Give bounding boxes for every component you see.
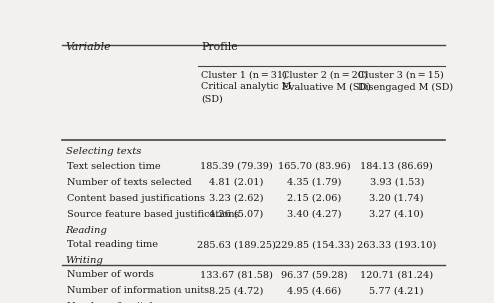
Text: Content based justifications: Content based justifications [68,194,206,203]
Text: Number of texts selected: Number of texts selected [68,178,192,187]
Text: 96.37 (59.28): 96.37 (59.28) [281,271,348,279]
Text: 4.35 (1.79): 4.35 (1.79) [287,178,342,187]
Text: 285.63 (189.25): 285.63 (189.25) [197,240,275,249]
Text: Writing: Writing [66,256,103,265]
Text: Total reading time: Total reading time [68,240,159,249]
Text: 120.71 (81.24): 120.71 (81.24) [360,271,433,279]
Text: 3.27 (4.10): 3.27 (4.10) [370,210,424,218]
Text: Number of switches: Number of switches [68,302,167,303]
Text: 8.25 (4.72): 8.25 (4.72) [209,286,263,295]
Text: 3.23 (2.62): 3.23 (2.62) [208,194,263,203]
Text: Cluster 3 (n = 15)
Disengaged M (SD): Cluster 3 (n = 15) Disengaged M (SD) [359,70,453,92]
Text: 4.81 (2.01): 4.81 (2.01) [209,178,263,187]
Text: Cluster 1 (n = 31)
Critical analytic M
(SD): Cluster 1 (n = 31) Critical analytic M (… [202,70,292,104]
Text: Reading: Reading [66,225,108,235]
Text: 185.39 (79.39): 185.39 (79.39) [200,161,272,171]
Text: Number of words: Number of words [68,271,154,279]
Text: 4.95 (4.66): 4.95 (4.66) [288,286,341,295]
Text: 229.85 (154.33): 229.85 (154.33) [275,240,354,249]
Text: 1.08 (1.12): 1.08 (1.12) [370,302,424,303]
Text: Profile: Profile [202,42,238,52]
Text: 4.26 (5.07): 4.26 (5.07) [209,210,263,218]
Text: 5.77 (4.21): 5.77 (4.21) [370,286,424,295]
Text: 3.93 (1.53): 3.93 (1.53) [370,178,424,187]
Text: 2.21 (1.82): 2.21 (1.82) [208,302,263,303]
Text: 1.32 (1.38): 1.32 (1.38) [287,302,342,303]
Text: 3.20 (1.74): 3.20 (1.74) [370,194,424,203]
Text: 3.40 (4.27): 3.40 (4.27) [287,210,342,218]
Text: 133.67 (81.58): 133.67 (81.58) [200,271,272,279]
Text: 165.70 (83.96): 165.70 (83.96) [278,161,351,171]
Text: Text selection time: Text selection time [68,161,161,171]
Text: 263.33 (193.10): 263.33 (193.10) [357,240,436,249]
Text: Source feature based justifications: Source feature based justifications [68,210,240,218]
Text: Cluster 2 (n = 20)
Evaluative M (SD): Cluster 2 (n = 20) Evaluative M (SD) [282,70,371,91]
Text: Selecting texts: Selecting texts [66,147,141,156]
Text: 2.15 (2.06): 2.15 (2.06) [288,194,341,203]
Text: Variable: Variable [66,42,111,52]
Text: 184.13 (86.69): 184.13 (86.69) [360,161,433,171]
Text: Number of information units: Number of information units [68,286,209,295]
